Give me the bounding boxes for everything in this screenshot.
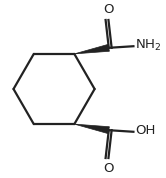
Text: OH: OH bbox=[135, 124, 155, 137]
Polygon shape bbox=[74, 124, 109, 134]
Text: O: O bbox=[103, 162, 114, 175]
Text: NH$_2$: NH$_2$ bbox=[135, 38, 161, 53]
Text: O: O bbox=[103, 3, 114, 16]
Polygon shape bbox=[74, 44, 109, 54]
